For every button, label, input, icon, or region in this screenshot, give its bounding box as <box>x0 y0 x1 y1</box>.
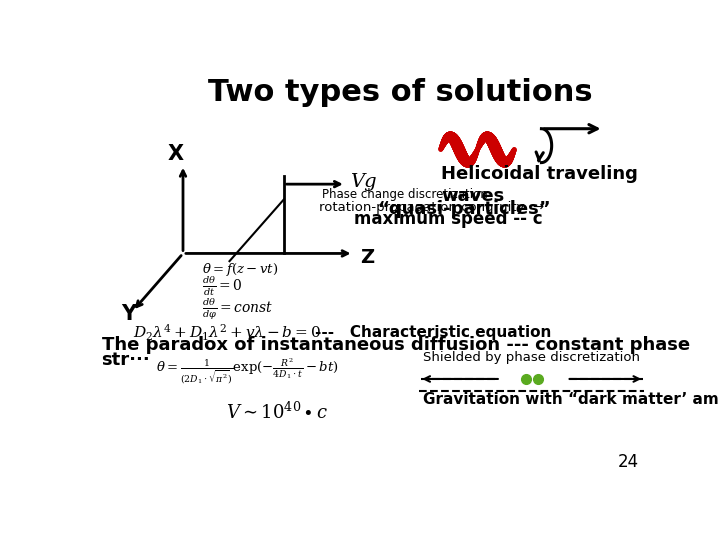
Text: X: X <box>168 144 184 164</box>
Text: Phase change discretization: Phase change discretization <box>323 188 488 201</box>
Text: $\theta = f(z - vt)$: $\theta = f(z - vt)$ <box>202 261 279 278</box>
Text: “quasi-particles”: “quasi-particles” <box>377 200 550 218</box>
Text: The paradox of instantaneous diffusion --- constant phase: The paradox of instantaneous diffusion -… <box>102 336 690 354</box>
Text: $\frac{d\theta}{d\varphi} = const$: $\frac{d\theta}{d\varphi} = const$ <box>202 296 274 322</box>
Text: ---   Characteristic equation: --- Characteristic equation <box>315 326 551 340</box>
Text: Two types of solutions: Two types of solutions <box>207 78 593 107</box>
Text: Shielded by phase discretization: Shielded by phase discretization <box>423 351 640 364</box>
Text: $V \sim 10^{40} \bullet c$: $V \sim 10^{40} \bullet c$ <box>225 402 328 423</box>
Text: Z: Z <box>360 248 374 267</box>
Text: rotation-propagation congruity  →: rotation-propagation congruity → <box>319 201 544 214</box>
Text: 24: 24 <box>618 453 639 471</box>
Text: Gravitation with “dark matter’ amplific: Gravitation with “dark matter’ amplific <box>423 392 720 407</box>
Text: $D_2\lambda^4 + D_1\lambda^2 + v\lambda - b = 0$: $D_2\lambda^4 + D_1\lambda^2 + v\lambda … <box>132 322 320 343</box>
Text: Vg: Vg <box>350 173 377 191</box>
Text: str···: str··· <box>102 351 150 369</box>
Text: Helicoidal traveling
waves: Helicoidal traveling waves <box>441 165 638 205</box>
Text: $\theta=\frac{1}{(2D_1 \cdot \sqrt{\pi^2})} \exp(-\frac{R^2}{4D_1 \cdot t} - bt): $\theta=\frac{1}{(2D_1 \cdot \sqrt{\pi^2… <box>156 357 338 387</box>
Text: maximum speed -- c: maximum speed -- c <box>354 210 542 228</box>
Text: Y: Y <box>121 305 136 325</box>
Text: $\frac{d\theta}{dt} = 0$: $\frac{d\theta}{dt} = 0$ <box>202 274 243 298</box>
